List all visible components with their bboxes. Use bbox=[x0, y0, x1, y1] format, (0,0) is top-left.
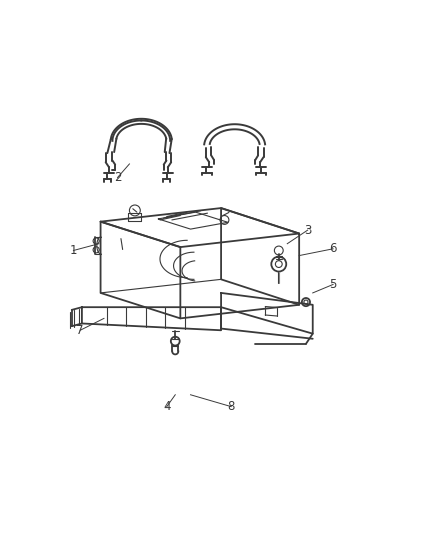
Text: 5: 5 bbox=[329, 278, 337, 291]
Text: 2: 2 bbox=[114, 171, 121, 184]
Text: 8: 8 bbox=[228, 400, 235, 413]
Text: 3: 3 bbox=[304, 224, 311, 237]
Text: 6: 6 bbox=[329, 243, 337, 255]
Text: 4: 4 bbox=[163, 400, 170, 413]
Text: 1: 1 bbox=[70, 244, 77, 257]
Text: 7: 7 bbox=[77, 324, 84, 337]
